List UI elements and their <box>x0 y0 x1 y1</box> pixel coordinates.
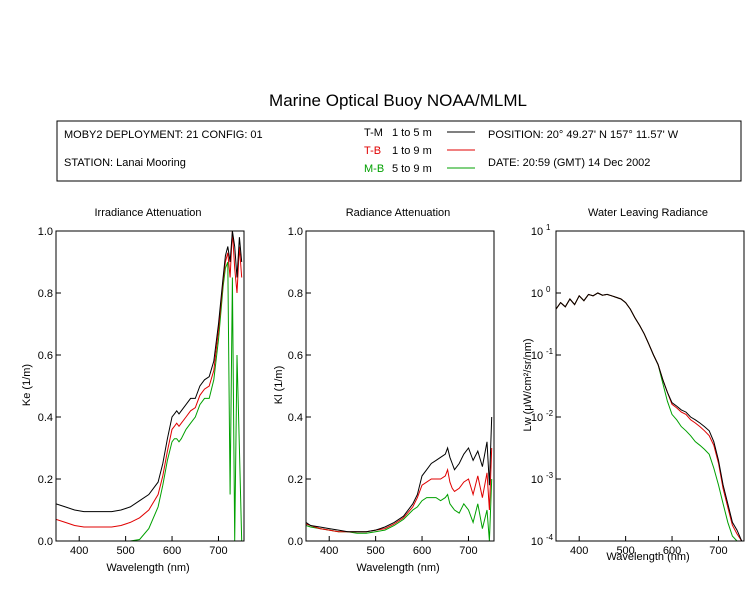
x-tick-label: 700 <box>459 545 477 557</box>
y-axis-label: Ke (1/m) <box>21 364 33 406</box>
y-tick-label: 10 <box>531 226 543 238</box>
y-tick-exponent: -4 <box>546 533 554 542</box>
series-line-m-b <box>556 292 742 541</box>
y-tick-label: 0.8 <box>38 288 53 300</box>
x-tick-label: 700 <box>709 545 727 557</box>
water-leaving-radiance-chart: Water Leaving Radiance Wavelength (nm) L… <box>522 207 745 563</box>
deployment-text: MOBY2 DEPLOYMENT: 21 CONFIG: 01 <box>64 129 263 141</box>
y-tick-exponent: -1 <box>546 347 554 356</box>
x-tick-label: 600 <box>163 545 181 557</box>
legend-label-mb: M-B <box>364 163 384 175</box>
y-tick-label: 0.4 <box>288 412 303 424</box>
plot-frame <box>555 230 745 542</box>
series-line-t-m <box>306 416 493 533</box>
y-tick-label: 0.2 <box>288 474 303 486</box>
legend: T-M 1 to 5 m T-B 1 to 9 m M-B 5 to 9 m <box>364 127 475 175</box>
date-text: DATE: 20:59 (GMT) 14 Dec 2002 <box>488 157 650 169</box>
series-line-m-b <box>56 261 243 541</box>
y-tick-label: 1.0 <box>38 226 53 238</box>
legend-range-tb: 1 to 9 m <box>392 145 432 157</box>
y-tick-label: 10 <box>531 350 543 362</box>
y-tick-label: 0.0 <box>288 536 303 548</box>
y-tick-label: 0.2 <box>38 474 53 486</box>
info-box: MOBY2 DEPLOYMENT: 21 CONFIG: 01 STATION:… <box>56 120 742 182</box>
page-title: Marine Optical Buoy NOAA/MLML <box>269 91 527 110</box>
y-tick-label: 0.6 <box>38 350 53 362</box>
legend-label-tm: T-M <box>364 127 383 139</box>
series-line-t-b <box>56 231 243 528</box>
plot-frame <box>305 230 495 542</box>
plot-frame <box>55 230 245 542</box>
position-text: POSITION: 20° 49.27' N 157° 11.57' W <box>488 129 679 141</box>
x-tick-label: 500 <box>116 545 134 557</box>
y-tick-label: 10 <box>531 536 543 548</box>
station-text: STATION: Lanai Mooring <box>64 157 186 169</box>
y-tick-exponent: 0 <box>546 285 551 294</box>
x-tick-label: 400 <box>320 545 338 557</box>
y-tick-label: 10 <box>531 412 543 424</box>
x-axis-label: Wavelength (nm) <box>356 562 439 574</box>
y-tick-label: 0.6 <box>288 350 303 362</box>
legend-range-tm: 1 to 5 m <box>392 127 432 139</box>
x-tick-label: 400 <box>570 545 588 557</box>
y-tick-exponent: 1 <box>546 223 551 232</box>
x-tick-label: 700 <box>209 545 227 557</box>
series-line-m-b <box>306 478 493 541</box>
y-tick-label: 10 <box>531 474 543 486</box>
y-tick-exponent: -3 <box>546 471 554 480</box>
y-tick-label: 0.4 <box>38 412 53 424</box>
y-axis-label: Lw (μW/cm²/sr/nm) <box>522 338 534 431</box>
y-tick-label: 1.0 <box>288 226 303 238</box>
chart-title: Water Leaving Radiance <box>588 207 708 219</box>
radiance-attenuation-chart: Radiance Attenuation Wavelength (nm) Kl … <box>273 207 495 574</box>
x-axis-label: Wavelength (nm) <box>606 551 689 563</box>
legend-label-tb: T-B <box>364 145 381 157</box>
series-line-t-m <box>56 231 243 513</box>
legend-range-mb: 5 to 9 m <box>392 163 432 175</box>
irradiance-attenuation-chart: Irradiance Attenuation Wavelength (nm) K… <box>21 207 245 574</box>
y-tick-label: 10 <box>531 288 543 300</box>
x-tick-label: 600 <box>413 545 431 557</box>
y-axis-label: Kl (1/m) <box>273 366 285 405</box>
y-tick-exponent: -2 <box>546 409 554 418</box>
x-axis-label: Wavelength (nm) <box>106 562 189 574</box>
y-tick-label: 0.0 <box>38 536 53 548</box>
x-tick-label: 500 <box>366 545 384 557</box>
chart-title: Irradiance Attenuation <box>94 207 201 219</box>
series-line-t-b <box>556 292 743 541</box>
chart-title: Radiance Attenuation <box>346 207 451 219</box>
x-tick-label: 500 <box>616 545 634 557</box>
y-tick-label: 0.8 <box>288 288 303 300</box>
x-tick-label: 400 <box>70 545 88 557</box>
series-line-t-m <box>556 292 743 541</box>
x-tick-label: 600 <box>663 545 681 557</box>
